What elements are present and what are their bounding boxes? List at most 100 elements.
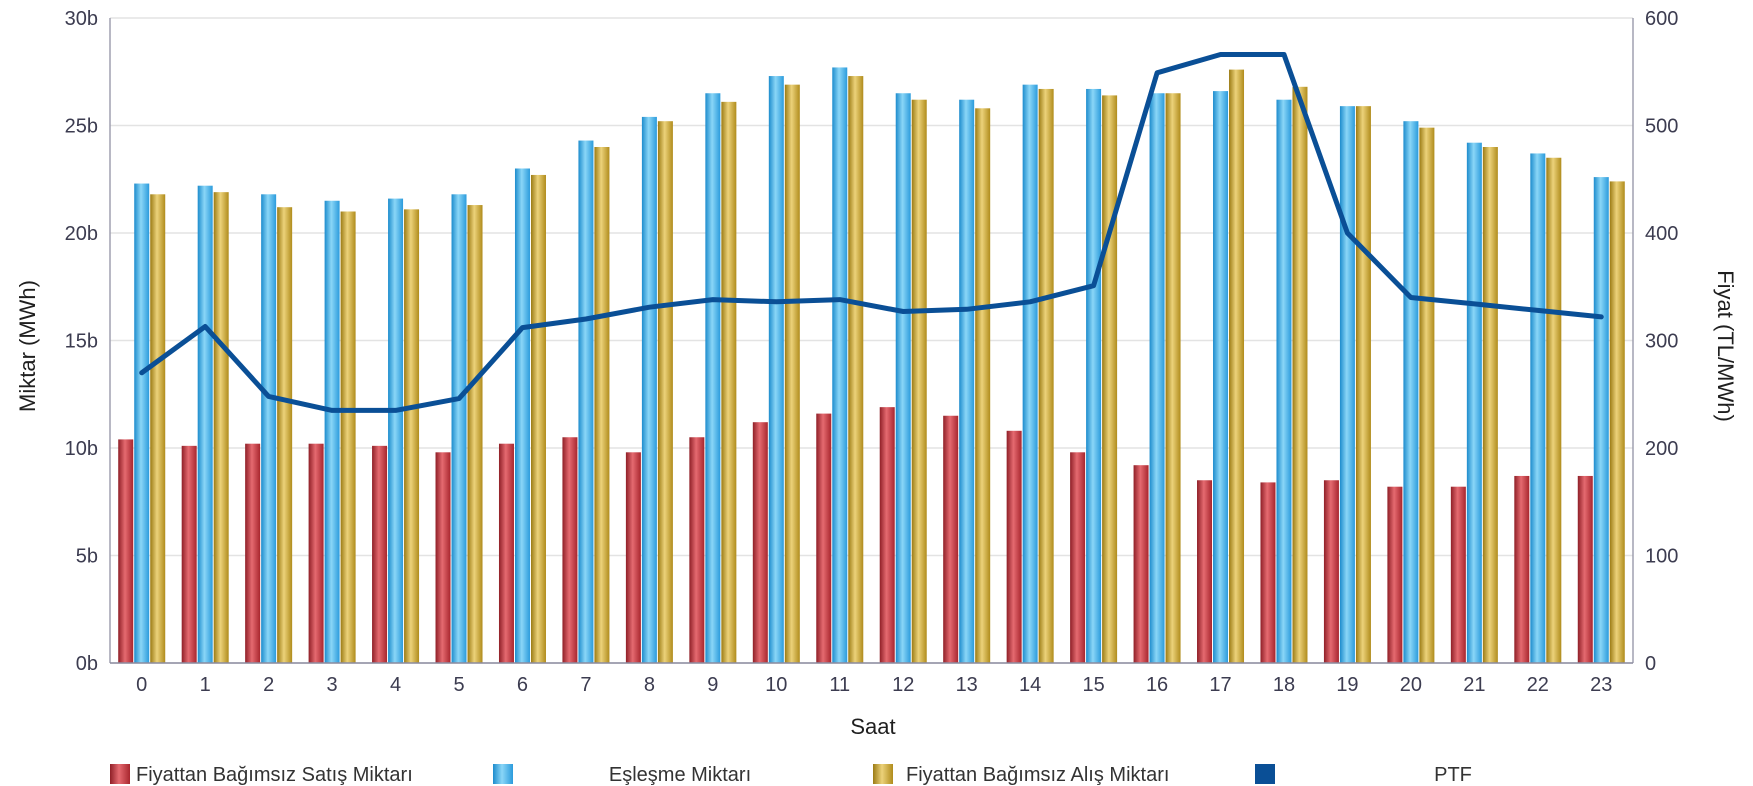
bar-alis[interactable] (1482, 147, 1498, 663)
x-tick-label: 8 (644, 674, 655, 696)
bar-satis[interactable] (625, 452, 641, 663)
y-right-tick-label: 200 (1645, 438, 1678, 460)
tick-labels: 0b 5b 10b 15b 20b 25b 30b 0 100 200 300 400 500 600 0 1… (65, 8, 1679, 696)
bar-alis[interactable] (721, 101, 737, 664)
bar-alis[interactable] (277, 207, 293, 663)
ptf-line[interactable] (139, 52, 1604, 413)
bar-alis[interactable] (1229, 69, 1245, 664)
bar-eslesme[interactable] (514, 168, 530, 664)
bar-satis[interactable] (562, 437, 578, 663)
bar-alis[interactable] (1292, 86, 1308, 664)
x-tick-label: 18 (1273, 674, 1295, 696)
bar-alis[interactable] (530, 174, 546, 663)
bar-eslesme[interactable] (1276, 99, 1292, 663)
y-left-tick-label: 20b (65, 223, 98, 245)
bar-satis[interactable] (1577, 475, 1593, 663)
bar-satis[interactable] (498, 443, 514, 663)
bar-satis[interactable] (1450, 486, 1466, 663)
bar-alis[interactable] (1609, 181, 1625, 663)
bar-alis[interactable] (657, 121, 673, 663)
bar-alis[interactable] (1419, 127, 1435, 663)
y-right-tick-label: 300 (1645, 331, 1678, 353)
bar-satis[interactable] (752, 422, 768, 663)
bar-alis[interactable] (911, 99, 927, 663)
bar-eslesme[interactable] (832, 67, 848, 663)
bar-alis[interactable] (594, 147, 610, 663)
bar-alis[interactable] (784, 84, 800, 663)
bar-eslesme[interactable] (1022, 84, 1038, 663)
bar-satis[interactable] (1006, 430, 1022, 663)
bar-alis[interactable] (467, 205, 483, 664)
bar-alis[interactable] (150, 194, 166, 664)
bar-satis[interactable] (435, 452, 451, 663)
bar-eslesme[interactable] (768, 76, 784, 664)
bar-satis[interactable] (1514, 475, 1530, 663)
bar-alis[interactable] (1355, 106, 1371, 663)
bar-eslesme[interactable] (1149, 93, 1165, 663)
y-right-tick-label: 100 (1645, 546, 1678, 568)
bar-eslesme[interactable] (1403, 121, 1419, 663)
bar-satis[interactable] (1070, 452, 1086, 663)
x-tick-label: 15 (1082, 674, 1104, 696)
x-tick-label: 10 (765, 674, 787, 696)
bar-alis[interactable] (404, 209, 420, 663)
bar-eslesme[interactable] (1466, 142, 1482, 663)
bar-eslesme[interactable] (578, 140, 594, 664)
bar-eslesme[interactable] (641, 116, 657, 663)
legend-label[interactable]: PTF (1434, 764, 1472, 786)
bar-eslesme[interactable] (197, 185, 213, 663)
y-axis-right-title: Fiyat (TL/MWh) (1713, 270, 1738, 422)
x-tick-label: 5 (453, 674, 464, 696)
bar-alis[interactable] (975, 108, 991, 664)
bar-satis[interactable] (1387, 486, 1403, 663)
bar-eslesme[interactable] (959, 99, 975, 663)
y-left-tick-label: 10b (65, 438, 98, 460)
bar-satis[interactable] (879, 407, 895, 663)
bar-satis[interactable] (372, 445, 388, 663)
bar-eslesme[interactable] (324, 200, 340, 663)
y-right-tick-label: 400 (1645, 223, 1678, 245)
bar-eslesme[interactable] (1213, 91, 1229, 664)
bar-satis[interactable] (943, 415, 959, 663)
bar-satis[interactable] (1323, 480, 1339, 663)
bar-satis[interactable] (181, 445, 197, 663)
bar-eslesme[interactable] (1086, 88, 1102, 663)
bar-alis[interactable] (1038, 88, 1054, 663)
bar-satis[interactable] (245, 443, 261, 663)
bar-alis[interactable] (848, 76, 864, 664)
x-axis-title: Saat (850, 714, 895, 739)
bar-alis[interactable] (340, 211, 356, 664)
legend: Fiyattan Bağımsız Satış Miktarı Eşleşme M… (110, 764, 1472, 786)
bar-satis[interactable] (1133, 465, 1149, 663)
legend-label[interactable]: Eşleşme Miktarı (609, 764, 751, 786)
bar-satis[interactable] (1197, 480, 1213, 663)
bar-alis[interactable] (1546, 157, 1562, 663)
bar-satis[interactable] (689, 437, 705, 663)
bar-eslesme[interactable] (895, 93, 911, 663)
bar-satis[interactable] (308, 443, 324, 663)
x-tick-label: 12 (892, 674, 914, 696)
bar-eslesme[interactable] (261, 194, 277, 664)
bar-alis[interactable] (213, 192, 229, 663)
y-right-tick-label: 600 (1645, 8, 1678, 30)
bar-eslesme[interactable] (1339, 106, 1355, 663)
bar-eslesme[interactable] (705, 93, 721, 663)
bar-satis[interactable] (816, 413, 832, 663)
legend-label[interactable]: Fiyattan Bağımsız Alış Miktarı (906, 764, 1169, 786)
bar-eslesme[interactable] (1593, 177, 1609, 663)
bar-alis[interactable] (1165, 93, 1181, 663)
legend-swatch (873, 764, 893, 784)
bar-alis[interactable] (1102, 95, 1118, 663)
y-left-tick-label: 30b (65, 8, 98, 30)
axes (109, 18, 1634, 664)
bar-satis[interactable] (1260, 482, 1276, 663)
y-left-tick-label: 15b (65, 331, 98, 353)
bar-satis[interactable] (118, 439, 134, 663)
bar-eslesme[interactable] (134, 183, 150, 664)
legend-label[interactable]: Fiyattan Bağımsız Satış Miktarı (136, 764, 413, 786)
x-tick-label: 17 (1209, 674, 1231, 696)
bar-eslesme[interactable] (1530, 153, 1546, 663)
bar-eslesme[interactable] (388, 198, 404, 663)
bar-eslesme[interactable] (451, 194, 467, 664)
